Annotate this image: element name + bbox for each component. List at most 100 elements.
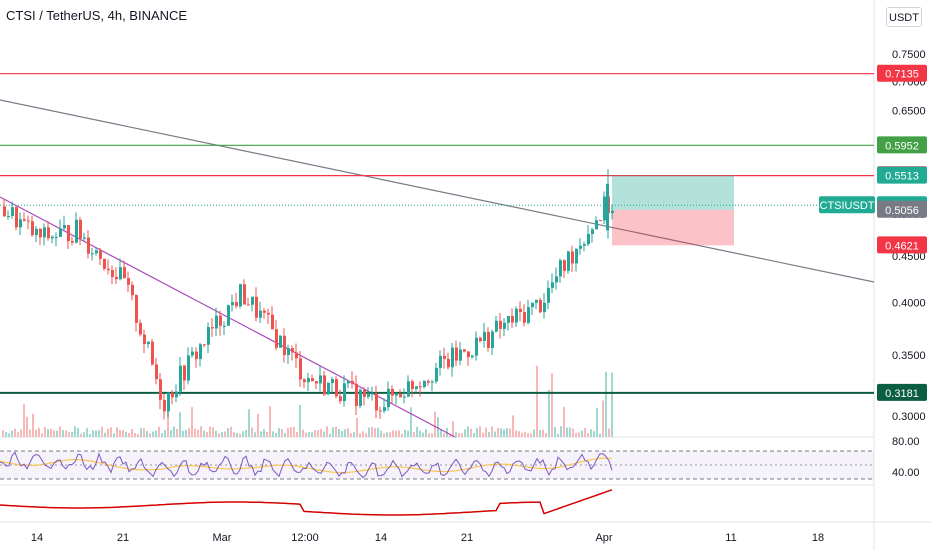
candle-body — [507, 316, 510, 323]
volume-bar — [560, 426, 562, 437]
candle-body — [419, 386, 422, 388]
volume-bar — [128, 432, 130, 437]
symbol-label-box — [819, 196, 875, 214]
candle-body — [179, 365, 182, 392]
candle-body — [347, 380, 350, 384]
candle-body — [535, 299, 538, 303]
candle-body — [339, 396, 342, 402]
price-label-text: 0.5513 — [885, 171, 919, 183]
price-label-text: 0.5952 — [885, 140, 919, 152]
volume-bar — [41, 433, 43, 437]
rsi-tick: 40.00 — [892, 467, 920, 479]
volume-bar — [23, 404, 25, 437]
candle-body — [67, 225, 70, 242]
volume-bar — [329, 433, 331, 437]
candle-body — [555, 276, 558, 283]
volume-bar — [203, 430, 205, 437]
volume-bar — [17, 432, 19, 437]
candle-body — [71, 241, 74, 243]
candle-body — [183, 365, 186, 381]
volume-bar — [32, 413, 34, 437]
volume-bar — [8, 433, 10, 437]
rsi-tick: 80.00 — [892, 436, 920, 448]
price-tick: 0.6500 — [892, 106, 926, 118]
volume-bar — [38, 427, 40, 437]
candle-body — [35, 228, 38, 236]
volume-bar — [293, 426, 295, 437]
candle-body — [243, 284, 246, 305]
candle-body — [123, 267, 126, 279]
candle-body — [307, 378, 310, 383]
candle-body — [103, 258, 106, 269]
time-tick: 11 — [725, 532, 736, 544]
candle-body — [143, 334, 146, 345]
volume-bar — [590, 429, 592, 437]
volume-bar — [452, 421, 454, 437]
candle-body — [355, 383, 358, 406]
candle-body — [47, 227, 50, 239]
price-axis[interactable]: 0.75000.70000.65000.60000.55000.50000.45… — [819, 49, 927, 423]
candle-body — [519, 308, 522, 313]
volume-bar — [20, 429, 22, 437]
price-tick: 0.4500 — [892, 251, 926, 263]
candle-body — [283, 335, 286, 356]
volume-bar — [419, 430, 421, 437]
candle-body — [259, 310, 262, 318]
time-tick: 12:00 — [291, 532, 319, 544]
volume-bar — [353, 431, 355, 437]
candle-body — [295, 352, 298, 359]
volume-bar — [476, 427, 478, 437]
candle-body — [195, 351, 198, 360]
volume-bar — [59, 426, 61, 437]
price-label-text: 0.4621 — [885, 240, 919, 252]
volume-bar — [227, 428, 229, 437]
volume-bar — [152, 431, 154, 437]
currency-button[interactable]: USDT — [886, 7, 922, 27]
volume-bar — [83, 432, 85, 437]
volume-bar — [521, 432, 523, 437]
time-axis[interactable]: 14 21 Mar 12:00 14 21 Apr 11 18 — [31, 532, 824, 544]
candle-body — [599, 220, 602, 222]
volume-bar — [53, 430, 55, 437]
volume-bar — [218, 433, 220, 437]
volume-bar — [497, 427, 499, 437]
candle-body — [387, 388, 390, 408]
volume-bar — [572, 428, 574, 437]
candle-body — [451, 347, 454, 368]
candle-body — [459, 349, 462, 361]
volume-bar — [170, 430, 172, 437]
volume-bar — [494, 431, 496, 437]
rsi-pane: 80.00 40.00 — [0, 436, 920, 480]
candle-body — [279, 335, 282, 348]
volume-bar — [545, 433, 547, 437]
volume-bar — [281, 429, 283, 437]
candle-body — [263, 310, 266, 313]
volume-bar — [164, 430, 166, 437]
volume-bar — [524, 431, 526, 437]
volume-bar — [602, 400, 604, 437]
volume-bar — [575, 432, 577, 437]
volume-bar — [581, 430, 583, 437]
volume-bar — [449, 433, 451, 437]
volume-bar — [485, 427, 487, 437]
candle-body — [515, 308, 518, 323]
volume-bar — [518, 431, 520, 437]
price-label-box — [877, 136, 927, 154]
volume-bar — [533, 429, 535, 437]
candle-body — [291, 348, 294, 353]
candle-body — [175, 391, 178, 398]
risk-reward-box[interactable] — [612, 175, 734, 246]
candle-body — [603, 196, 606, 221]
candle-body — [223, 325, 226, 327]
candle-body — [15, 207, 18, 228]
candle-body — [315, 381, 318, 384]
volume-bar — [335, 426, 337, 437]
candle-body — [207, 327, 210, 345]
volume-bar — [458, 433, 460, 437]
volume-bar — [77, 428, 79, 437]
volume-bar — [305, 432, 307, 437]
volume-bar — [371, 426, 373, 437]
candle-body — [431, 381, 434, 383]
candle-body — [187, 355, 190, 381]
